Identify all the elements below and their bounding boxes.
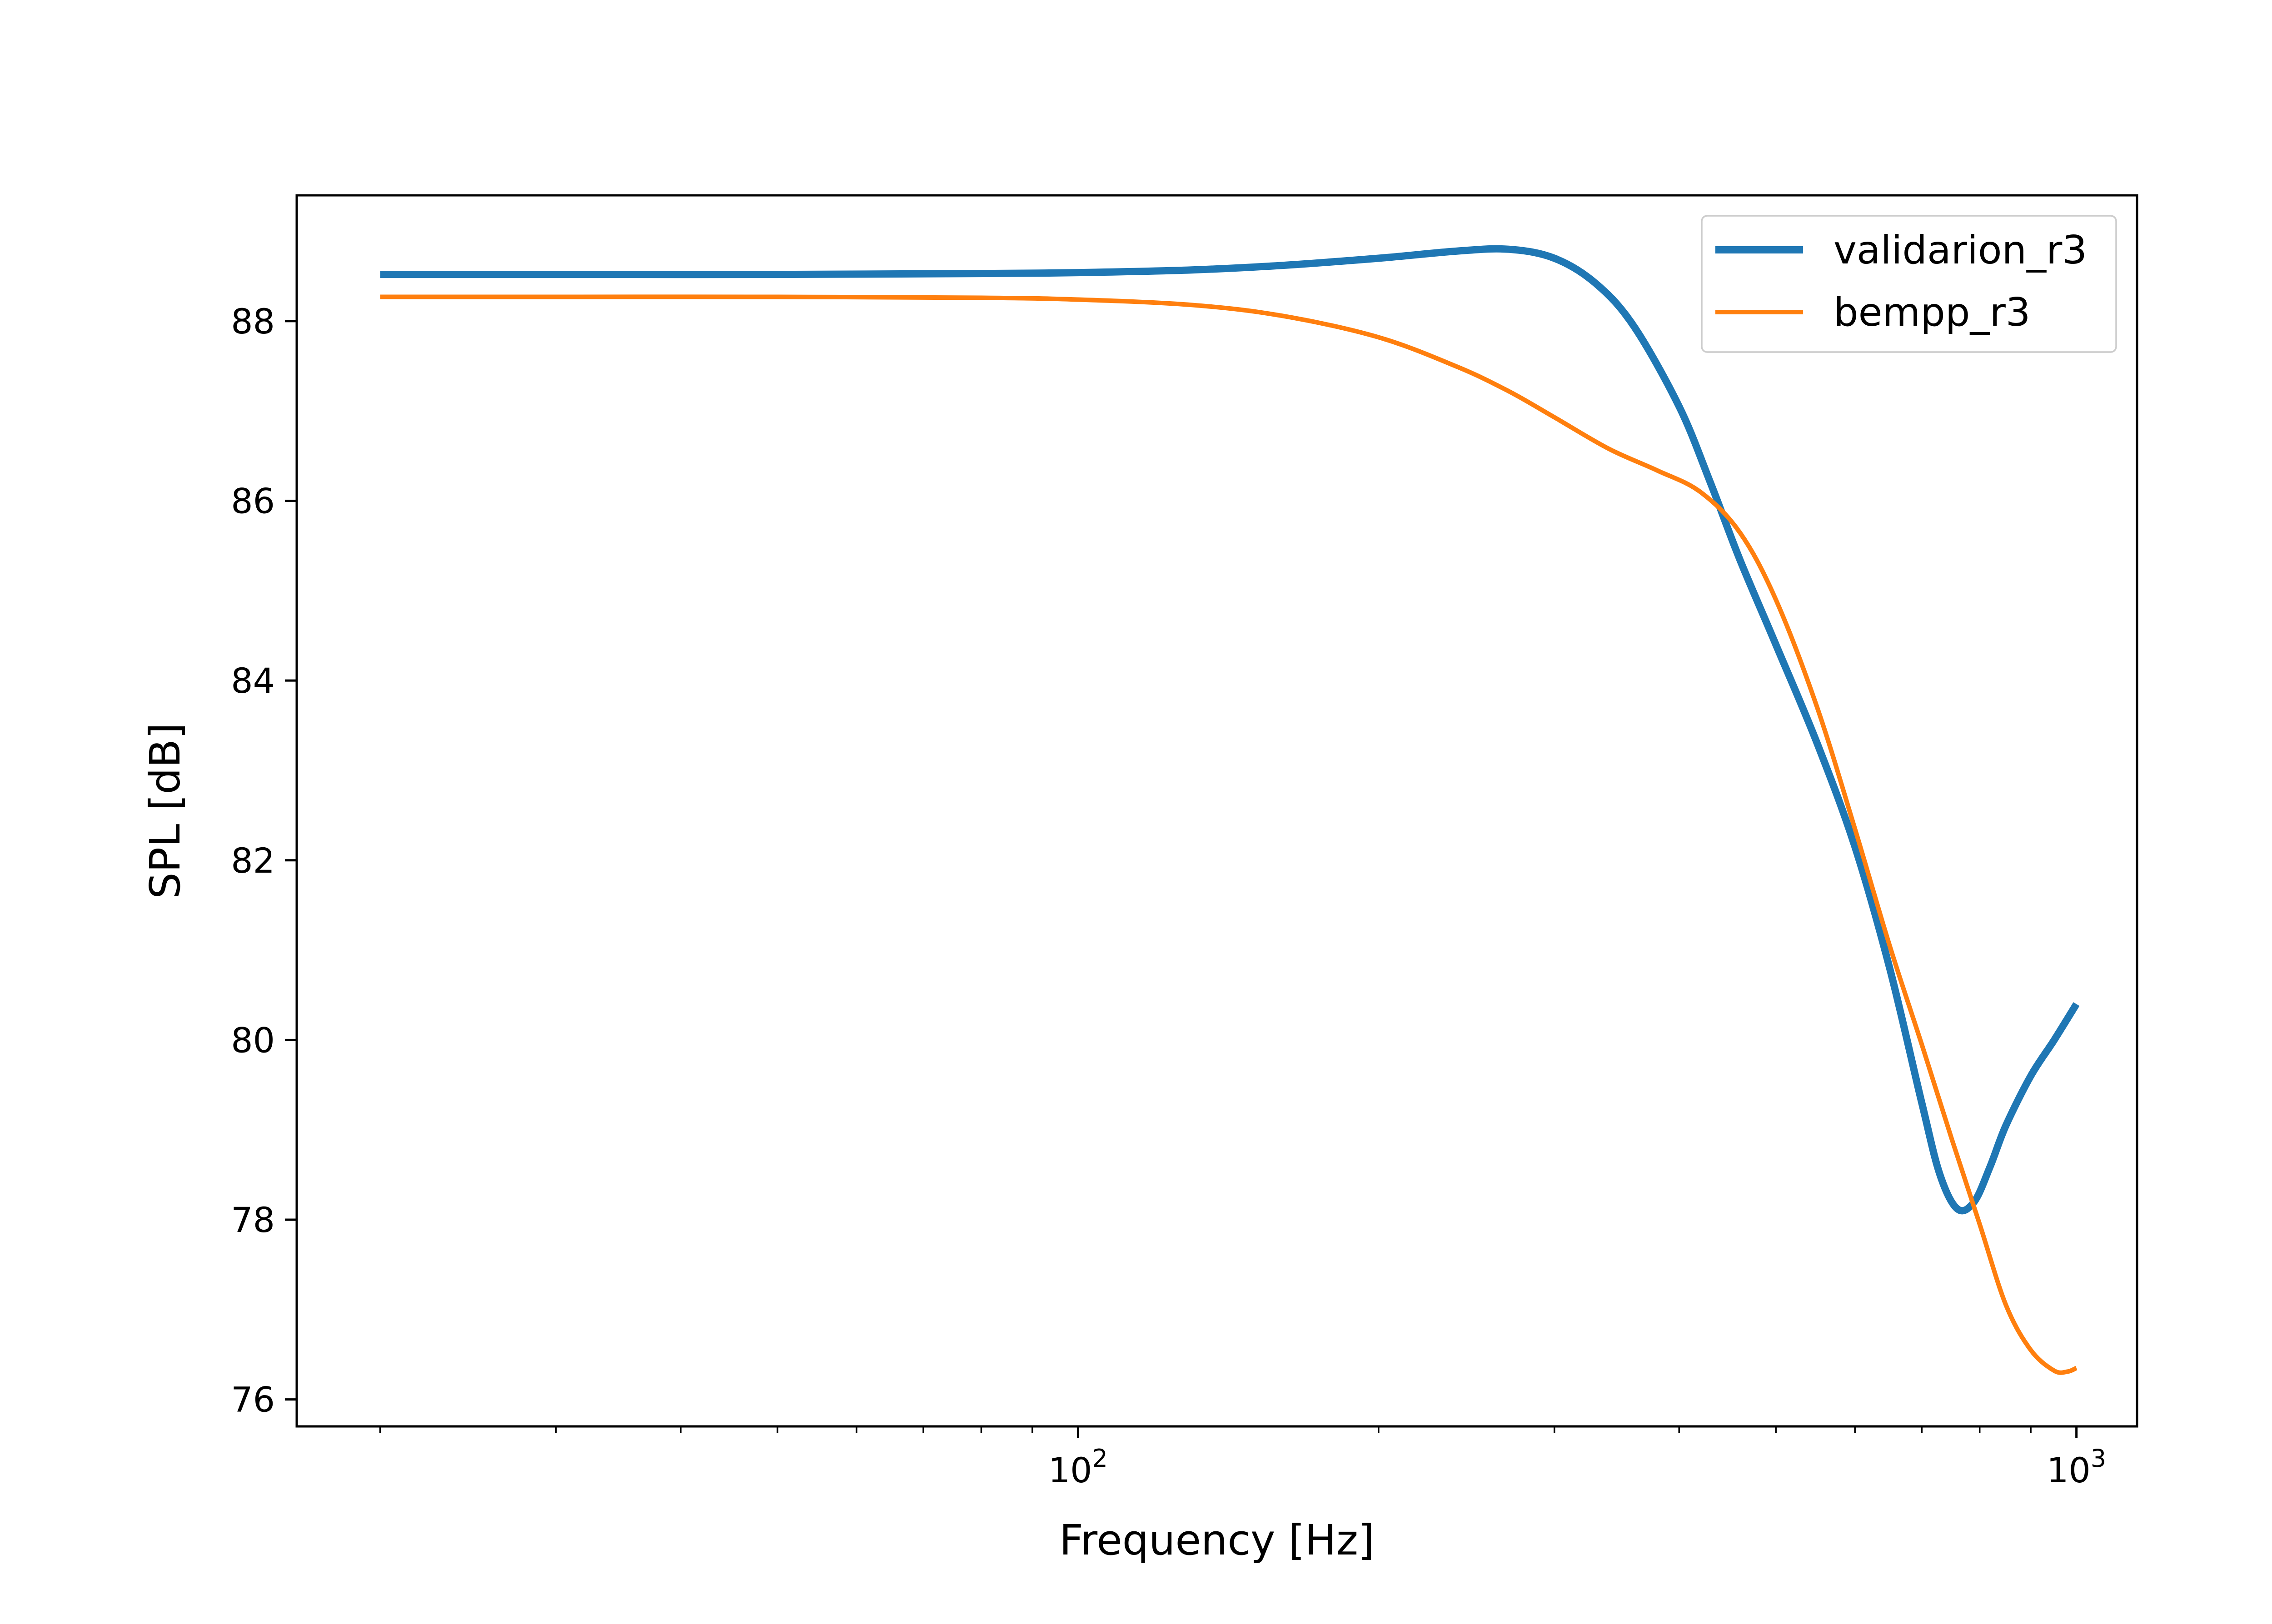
series-line-validarion_r3 bbox=[380, 245, 2080, 1215]
y-tick-label: 84 bbox=[231, 661, 275, 701]
series-line-bempp_r3 bbox=[380, 294, 2078, 1375]
y-tick-label: 76 bbox=[231, 1380, 275, 1420]
legend: validarion_r3 bempp_r3 bbox=[1701, 215, 2117, 353]
y-tick-label: 78 bbox=[231, 1200, 275, 1240]
legend-label-validarion_r3: validarion_r3 bbox=[1834, 228, 2087, 273]
legend-box bbox=[1701, 215, 2117, 353]
series-layer bbox=[380, 245, 2080, 1375]
legend-label-bempp_r3: bempp_r3 bbox=[1834, 290, 2031, 335]
y-tick-label: 86 bbox=[231, 481, 275, 521]
y-axis-label: SPL [dB] bbox=[141, 723, 189, 899]
x-axis-label: Frequency [Hz] bbox=[1059, 1516, 1375, 1564]
plot-frame bbox=[295, 194, 2138, 1428]
y-tick-label: 88 bbox=[231, 301, 275, 342]
x-tick-label: 103 bbox=[2047, 1444, 2106, 1490]
x-axis: 102 103 bbox=[379, 1426, 2106, 1490]
y-axis: 76 78 80 82 84 86 88 bbox=[231, 301, 297, 1420]
y-tick-label: 80 bbox=[231, 1020, 275, 1060]
y-tick-label: 82 bbox=[231, 840, 275, 881]
x-tick-label: 102 bbox=[1048, 1444, 1108, 1490]
